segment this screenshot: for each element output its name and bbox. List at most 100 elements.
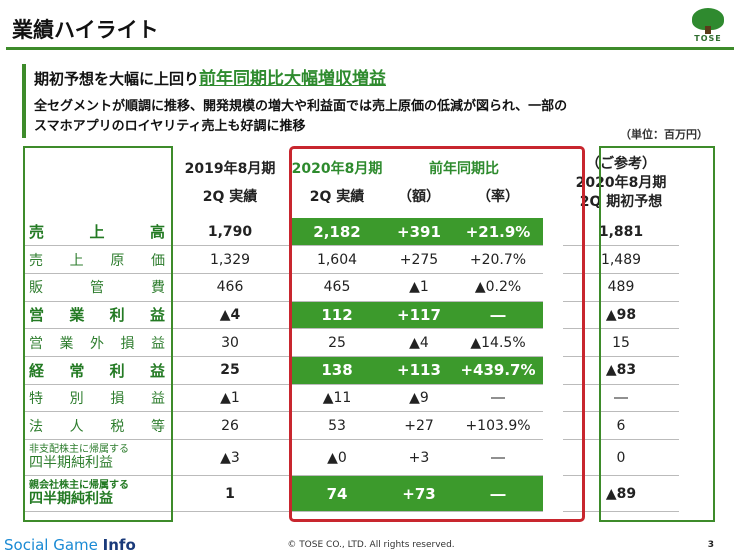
gap-cell (543, 476, 563, 512)
table-row: 営 業 利 益 ▲4 112 +117 ― ▲98 (23, 301, 679, 330)
row-label-char: 利 (109, 306, 125, 325)
value-yoy-amount: +27 (385, 411, 453, 440)
value-yoy-amount: +117 (385, 301, 453, 330)
header-2019-line2: 2Q 実績 (202, 189, 258, 205)
value-plan: 1,489 (563, 245, 679, 274)
gap-cell (543, 440, 563, 476)
row-label-char: 原 (110, 252, 125, 269)
row-label-char: 上 (89, 223, 105, 242)
header-2019-line1: 2019年8月期 (184, 161, 276, 177)
row-label-small: 非支配株主に帰属する (29, 444, 129, 455)
value-plan: 6 (563, 411, 679, 440)
gap-cell (543, 246, 563, 274)
header-2020-line1: 2020年8月期 (291, 161, 383, 177)
gap-cell (543, 384, 563, 412)
value-yoy-amount: +275 (385, 245, 453, 274)
row-label-char: 等 (150, 418, 165, 435)
gap-cell (543, 329, 563, 357)
table-row: 販 管 費 466 465 ▲1 ▲0.2% 489 (23, 273, 679, 302)
row-label-char: 法 (29, 418, 43, 435)
row-label: 非支配株主に帰属する 四半期純利益 (23, 439, 171, 476)
description-line-2: スマホアプリのロイヤリティ売上も好調に推移 (34, 119, 306, 134)
value-2019: 1 (171, 475, 289, 512)
value-2020: 465 (289, 273, 385, 302)
value-yoy-amount: +73 (385, 475, 453, 512)
value-plan: ▲83 (563, 356, 679, 385)
tree-icon (692, 8, 724, 30)
value-yoy-rate: ▲14.5% (453, 328, 543, 357)
row-label-char: 人 (69, 418, 84, 435)
row-label-char: 常 (69, 361, 85, 380)
header-yoy-amount: （額） (398, 189, 440, 205)
table-row: 売 上 高 1,790 2,182 +391 +21.9% 1,881 (23, 218, 679, 247)
row-label-big: 四半期純利益 (29, 491, 113, 507)
value-plan: 15 (563, 328, 679, 357)
headline-accent: 前年同期比大幅増収増益 (199, 69, 387, 89)
row-label-char: 価 (150, 252, 165, 269)
header-label-cell (23, 148, 171, 218)
row-label-small: 親会社株主に帰属する (29, 480, 129, 491)
tree-trunk (705, 26, 711, 34)
table-row: 経 常 利 益 25 138 +113 +439.7% ▲83 (23, 356, 679, 385)
row-label-char: 販 (29, 280, 43, 297)
header-yoy-title: 前年同期比 (429, 161, 499, 177)
value-2019: 1,329 (171, 245, 289, 274)
row-label: 営業利益 (23, 301, 171, 330)
value-yoy-amount: ▲4 (385, 328, 453, 357)
value-2019: ▲3 (171, 439, 289, 476)
header-2020: 2020年8月期 2Q 実績 (289, 148, 385, 218)
row-label-char: 利 (109, 361, 125, 380)
row-label-char: 営 (29, 335, 43, 352)
gap-cell (543, 218, 563, 246)
header-2019: 2019年8月期 2Q 実績 (171, 148, 289, 218)
row-label-char: 税 (110, 418, 125, 435)
table-row: 特別損益 ▲1 ▲11 ▲9 ― ― (23, 384, 679, 413)
value-yoy-amount: +391 (385, 218, 453, 247)
value-yoy-rate: +103.9% (453, 411, 543, 440)
value-2019: 1,790 (171, 218, 289, 247)
unit-label: （単位：百万円） (620, 128, 708, 141)
value-2020: ▲0 (289, 439, 385, 476)
row-label: 売上高 (23, 218, 171, 247)
value-2019: 25 (171, 356, 289, 385)
page-number: 3 (707, 540, 714, 550)
table-body: 売上高 1,790 2,182 +391 +21.9% 1,881 売上原価 1,329 1,6… (23, 218, 679, 512)
row-label-char: 管 (90, 280, 104, 297)
copyright: © TOSE CO., LTD. All rights reserved. (287, 540, 455, 550)
logo-text: TOSE (694, 34, 722, 43)
gap-cell (543, 301, 563, 329)
row-label-big: 四半期純利益 (29, 455, 113, 471)
headline-prefix: 期初予想を大幅に上回り (34, 70, 200, 88)
row-label-char: 特 (29, 390, 43, 407)
row-label-char: 売 (29, 223, 45, 242)
row-label-char: 益 (149, 306, 165, 325)
row-label: 販管費 (23, 273, 171, 302)
value-yoy-rate: +20.7% (453, 245, 543, 274)
value-2019: 466 (171, 273, 289, 302)
value-yoy-rate: ― (453, 384, 543, 413)
row-label-char: 損 (110, 390, 125, 407)
header-plan-line1: （ご参考） (586, 155, 656, 172)
social-game-info-watermark: Social Game Info (4, 536, 136, 554)
value-yoy-rate: ― (453, 439, 543, 476)
row-label-char: 費 (151, 280, 165, 297)
value-2020: 2,182 (289, 218, 385, 247)
gap-cell (543, 356, 563, 384)
gap-cell (543, 412, 563, 440)
value-yoy-amount: ▲1 (385, 273, 453, 302)
value-yoy-rate: +439.7% (453, 356, 543, 385)
value-yoy-rate: ▲0.2% (453, 273, 543, 302)
header-plan-line3: 2Q 期初予想 (579, 193, 663, 210)
header-2020-line2: 2Q 実績 (309, 189, 365, 205)
row-label-char: 損 (120, 335, 135, 352)
row-label-char: 経 (29, 361, 45, 380)
table-row: 営業外損益 30 25 ▲4 ▲14.5% 15 (23, 328, 679, 357)
value-yoy-amount: ▲9 (385, 384, 453, 413)
row-label-char: 別 (69, 390, 84, 407)
value-2019: ▲1 (171, 384, 289, 413)
watermark-text-a: Social Game (4, 536, 103, 554)
value-2020: 74 (289, 475, 385, 512)
gap-cell (543, 273, 563, 301)
value-2020: 53 (289, 411, 385, 440)
slide-header: 業績ハイライト TOSE (6, 6, 734, 50)
